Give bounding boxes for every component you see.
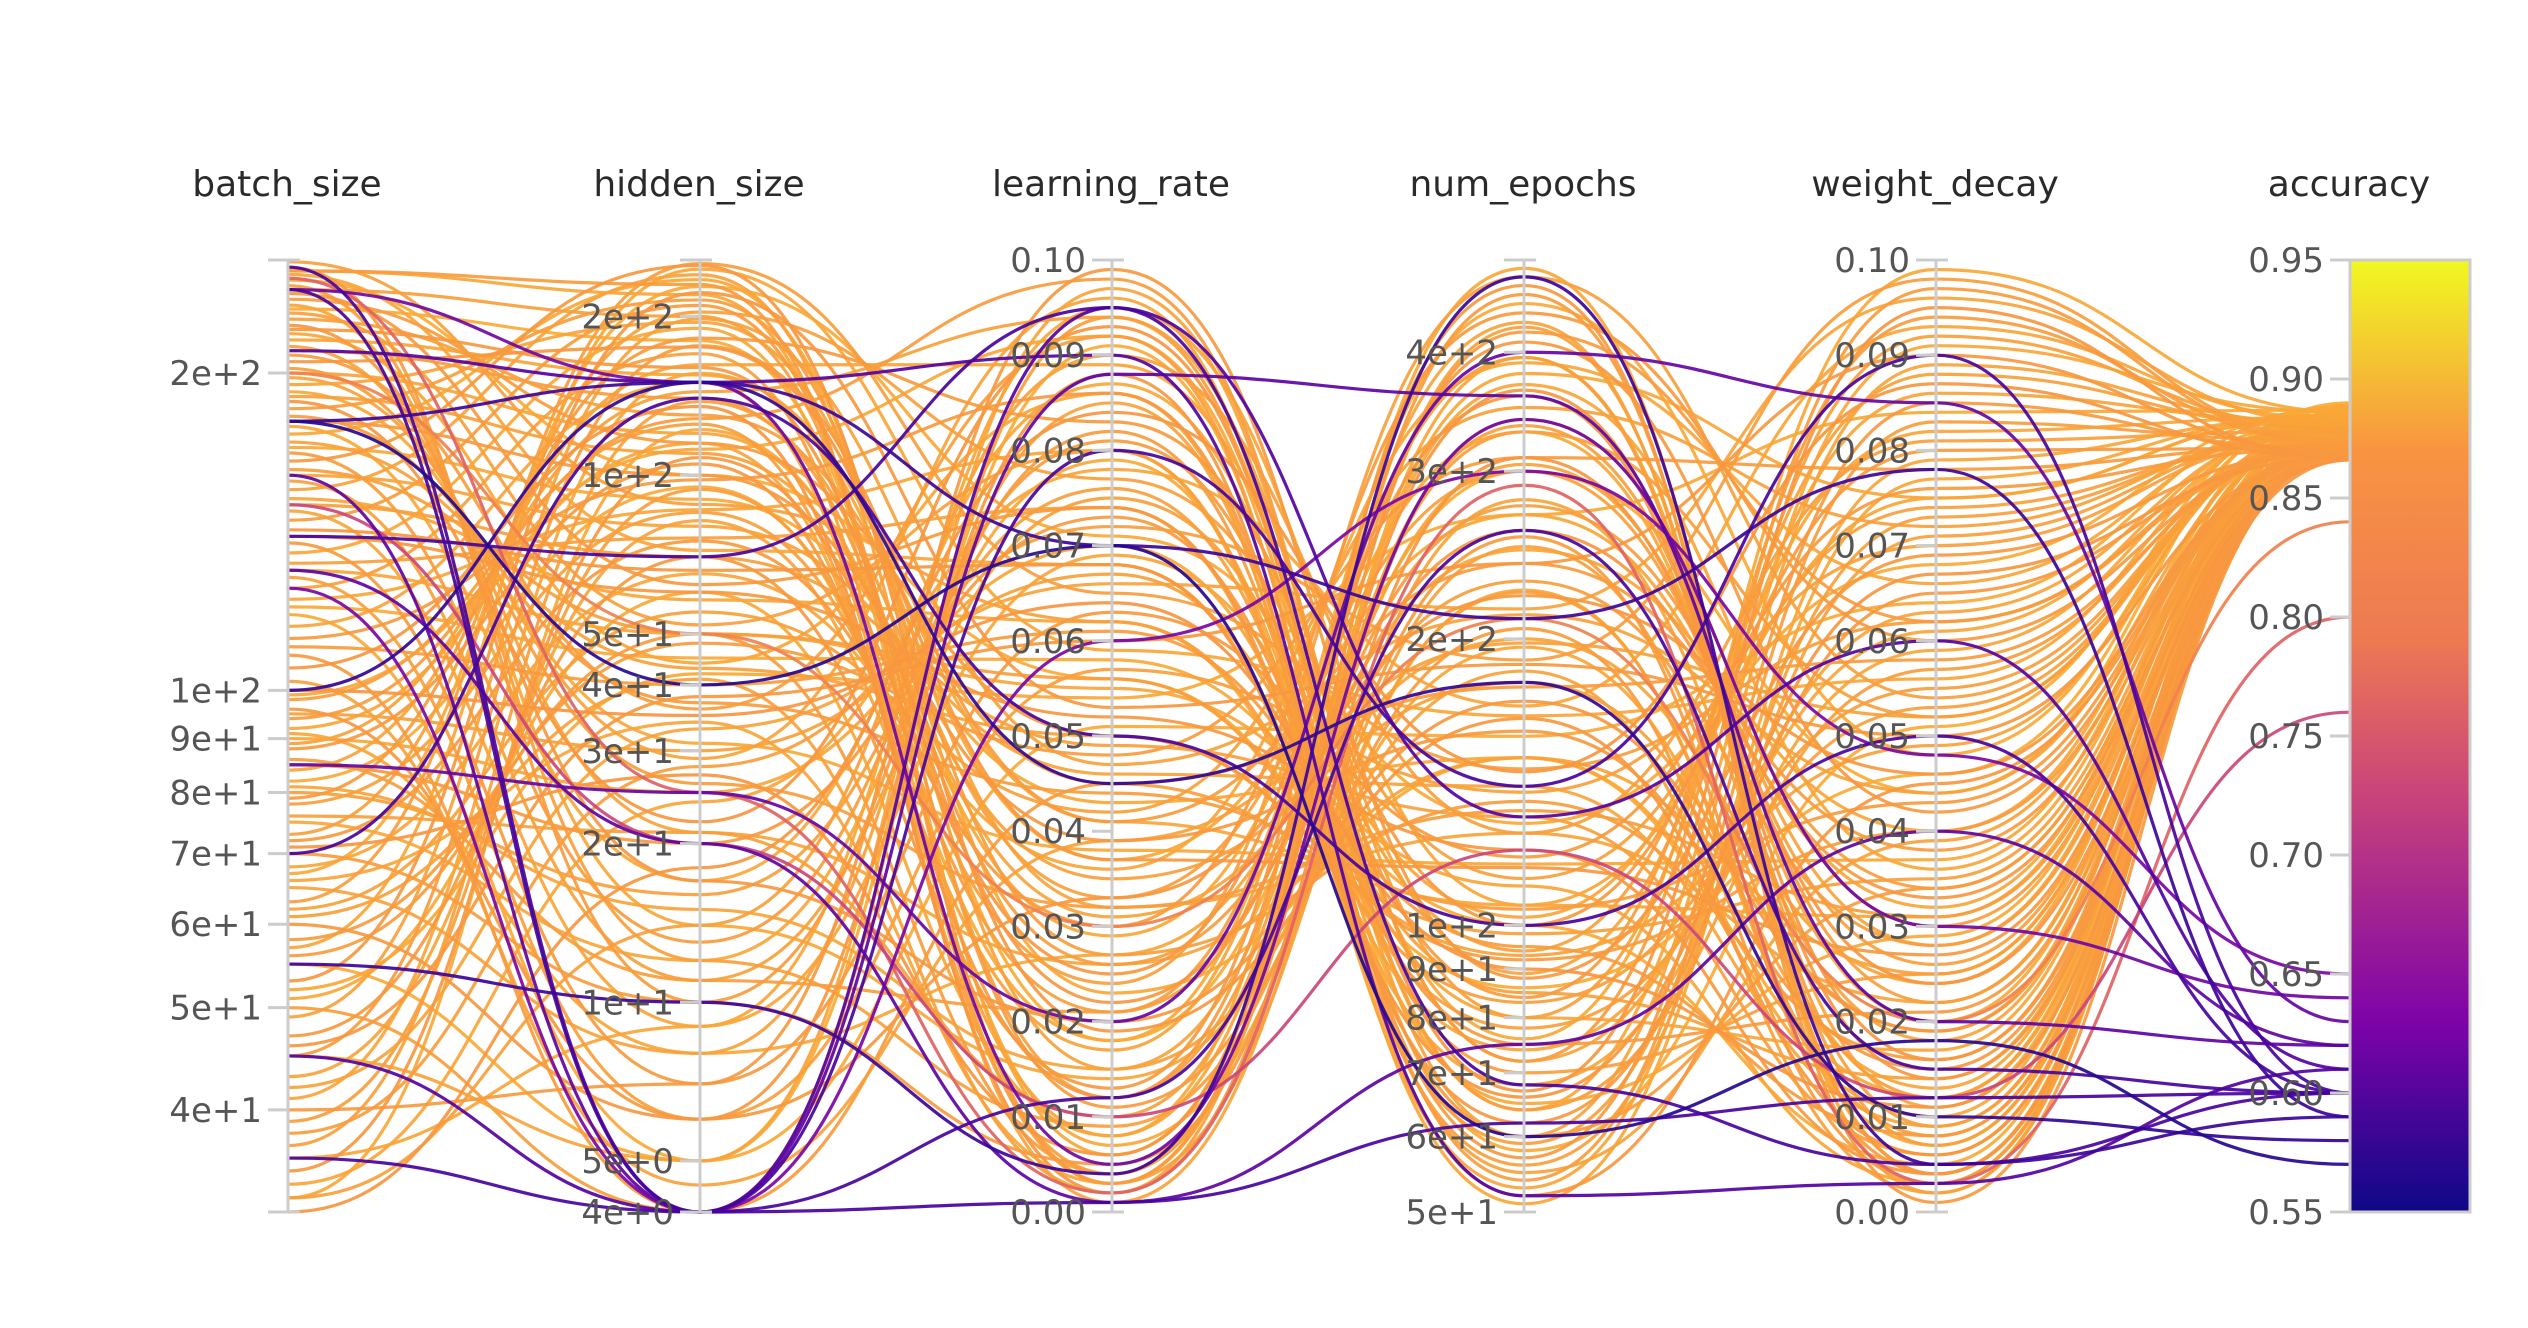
axis-title-num_epochs: num_epochs: [1409, 164, 1636, 205]
tick-label: 0.70: [2248, 836, 2324, 876]
tick-label: 0.03: [1834, 907, 1910, 947]
tick-label: 0.85: [2248, 479, 2324, 519]
tick-label: 0.01: [1834, 1098, 1910, 1138]
tick-label: 0.55: [2248, 1193, 2324, 1233]
axis-title-weight_decay: weight_decay: [1811, 164, 2059, 205]
run-line-114: [286, 414, 2352, 911]
run-line-138: [286, 419, 2352, 1166]
tick-label: 0.65: [2248, 955, 2324, 995]
axis-batch_size[interactable]: batch_size 2e+2 1e+2 9e+1 8e+1 7e+1 6e+1 5e+1 4e…: [169, 164, 382, 1214]
run-line-95: [286, 344, 2352, 1058]
run-line-126: [286, 287, 2352, 1214]
tick-label: 2e+2: [1405, 620, 1498, 660]
tick-label: 1e+1: [581, 983, 674, 1023]
tick-label: 0.06: [1834, 622, 1910, 662]
tick-label: 0.04: [1010, 812, 1086, 852]
tick-label: 0.00: [1834, 1193, 1910, 1233]
tick-label: 9e+1: [169, 720, 262, 760]
tick-label: 4e+1: [169, 1091, 262, 1131]
axis-num_epochs[interactable]: num_epochs 4e+2 3e+2 2e+2 1e+29e+1 8e+1 7e+1 6e…: [1405, 164, 1636, 1233]
run-line-129: [286, 372, 2352, 1214]
tick-label: 2e+1: [581, 825, 674, 865]
run-line-122: [286, 276, 2352, 1195]
tick-label: 0.03: [1010, 907, 1086, 947]
colorbar: [2348, 258, 2472, 1214]
run-line-68: [286, 305, 2352, 1093]
tick-label: 0.07: [1834, 527, 1910, 567]
tick-label: 4e+0: [581, 1193, 674, 1233]
run-line-38: [286, 405, 2352, 911]
tick-label: 0.09: [1834, 336, 1910, 376]
tick-label: 3e+2: [1405, 452, 1498, 492]
run-line-124: [286, 503, 2352, 1119]
tick-label: 4e+2: [1405, 333, 1498, 373]
tick-label: 1e+2: [169, 671, 262, 711]
tick-label: 0.02: [1834, 1003, 1910, 1043]
tick-label: 0.05: [1010, 717, 1086, 757]
tick-label: 0.60: [2248, 1074, 2324, 1114]
run-line-140: [286, 568, 2352, 1205]
tick-label: 0.80: [2248, 598, 2324, 638]
axis-hidden_size[interactable]: hidden_size 2e+2 1e+2 5e+1 4e+1 3e+1 2e+1 1e+1 5…: [581, 164, 804, 1233]
tick-label: 0.08: [1834, 431, 1910, 471]
tick-label: 7e+1: [169, 835, 262, 875]
tick-label: 0.07: [1010, 527, 1086, 567]
tick-label: 0.09: [1010, 336, 1086, 376]
tick-label: 0.95: [2248, 241, 2324, 281]
run-line-83: [286, 388, 2352, 1157]
tick-label: 5e+1: [169, 989, 262, 1029]
tick-label: 6e+1: [1405, 1118, 1498, 1158]
tick-label: 1e+2: [581, 456, 674, 496]
tick-label: 3e+1: [581, 732, 674, 772]
run-line-135: [286, 275, 2352, 1176]
tick-label: 5e+1: [1405, 1193, 1498, 1233]
tick-label: 0.10: [1010, 241, 1086, 281]
tick-label: 8e+1: [169, 774, 262, 814]
tick-label: 9e+1: [1405, 950, 1498, 990]
run-line-75: [286, 405, 2352, 1163]
run-line-88: [286, 283, 2352, 1205]
axis-accuracy[interactable]: accuracy 0.95 0.90 0.85 0.80 0.75 0.70 0.65 0.60…: [2248, 164, 2472, 1233]
tick-label: 5e+1: [581, 615, 674, 655]
tick-label: 6e+1: [169, 905, 262, 945]
run-line-33: [286, 277, 2352, 1135]
tick-label: 0.08: [1010, 431, 1086, 471]
tick-label: 0.75: [2248, 717, 2324, 757]
tick-label: 0.06: [1010, 622, 1086, 662]
tick-label: 0.01: [1010, 1098, 1086, 1138]
axis-title-batch_size: batch_size: [192, 164, 381, 205]
axis-learning_rate[interactable]: learning_rate 0.10 0.09 0.08 0.07 0.06 0.05 0.0…: [992, 164, 1230, 1233]
tick-label: 2e+2: [169, 354, 262, 394]
tick-label: 5e+0: [581, 1142, 674, 1182]
run-line-134: [286, 396, 2352, 1095]
axis-title-learning_rate: learning_rate: [992, 164, 1230, 205]
tick-label: 4e+1: [581, 666, 674, 706]
tick-label: 8e+1: [1405, 999, 1498, 1039]
run-line-111: [286, 417, 2352, 1052]
tick-label: 0.00: [1010, 1193, 1086, 1233]
tick-label: 1e+2: [1405, 906, 1498, 946]
axis-title-accuracy: accuracy: [2268, 164, 2430, 205]
tick-label: 0.02: [1010, 1003, 1086, 1043]
axes: batch_size2e+21e+29e+18e+17e+16e+15e+14e…: [169, 164, 2472, 1233]
tick-label: 0.90: [2248, 360, 2324, 400]
run-line-63: [286, 291, 2352, 1125]
run-line-97: [286, 291, 2352, 983]
tick-label: 0.04: [1834, 812, 1910, 852]
axis-title-hidden_size: hidden_size: [593, 164, 804, 205]
axis-weight_decay[interactable]: weight_decay 0.10 0.09 0.08 0.07 0.06 0.05 0.04…: [1811, 164, 2059, 1233]
tick-label: 0.05: [1834, 717, 1910, 757]
run-line-84: [286, 355, 2352, 1186]
tick-label: 7e+1: [1405, 1054, 1498, 1094]
tick-label: 2e+2: [581, 298, 674, 338]
tick-label: 0.10: [1834, 241, 1910, 281]
run-line-131: [286, 469, 2352, 1214]
